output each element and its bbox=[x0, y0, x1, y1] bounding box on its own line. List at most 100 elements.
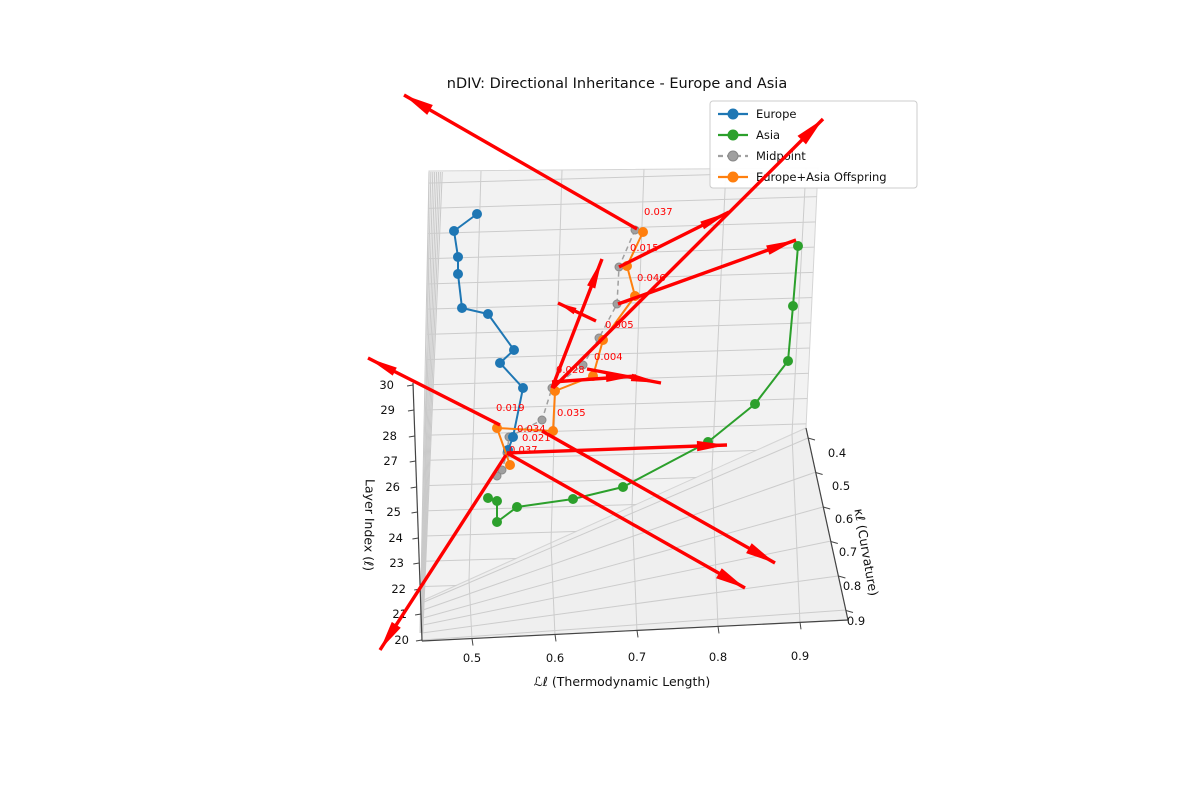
wall-gridline-z bbox=[424, 421, 818, 436]
data-point bbox=[568, 494, 578, 504]
z-tick-label: 21 bbox=[392, 607, 407, 621]
z-tick-mark bbox=[408, 435, 415, 438]
y-tick-mark bbox=[815, 472, 823, 475]
divergence-value-label: 0.028 bbox=[556, 365, 585, 376]
y-tick-label: 0.6 bbox=[835, 512, 853, 526]
divergence-value-label: 0.015 bbox=[630, 243, 659, 254]
data-point bbox=[512, 502, 522, 512]
left-pane-edge-line bbox=[421, 171, 438, 634]
y-tick-label: 0.4 bbox=[828, 446, 846, 460]
data-point bbox=[509, 345, 519, 355]
z-axis-label: Layer Index (ℓ) bbox=[361, 479, 378, 571]
data-point bbox=[518, 383, 528, 393]
left-pane-edge-line bbox=[422, 171, 443, 634]
divergence-value-label: 0.004 bbox=[594, 352, 623, 363]
left-pane-edge-line bbox=[419, 171, 430, 634]
arrow-head bbox=[797, 119, 823, 145]
wall-gridline-z bbox=[424, 346, 818, 361]
wall-gridline-z bbox=[424, 295, 818, 310]
x-tick-mark bbox=[717, 626, 720, 634]
z-tick-label: 22 bbox=[391, 582, 406, 596]
chart-title: nDIV: Directional Inheritance - Europe a… bbox=[447, 76, 787, 92]
data-point bbox=[457, 303, 467, 313]
data-point bbox=[492, 517, 502, 527]
data-point bbox=[453, 269, 463, 279]
divergence-value-label: 0.037 bbox=[644, 207, 673, 218]
z-tick-mark bbox=[411, 511, 418, 514]
data-point bbox=[793, 241, 803, 251]
z-tick-label: 28 bbox=[382, 429, 397, 443]
arrow-head bbox=[368, 358, 397, 376]
left-pane-edge-line bbox=[419, 171, 432, 634]
data-point bbox=[449, 226, 459, 236]
z-tick-mark bbox=[413, 562, 420, 565]
z-tick-label: 20 bbox=[394, 633, 409, 647]
inheritance-arrows bbox=[367, 93, 825, 651]
floor-gridline-y bbox=[422, 506, 824, 619]
z-tick-label: 24 bbox=[388, 531, 403, 545]
legend: Europe Asia Midpoint Europe+Asia Offspring bbox=[709, 100, 918, 189]
data-point bbox=[618, 482, 628, 492]
left-pane-edge-line bbox=[420, 171, 434, 634]
divergence-value-label: 0.005 bbox=[605, 320, 634, 331]
x-tick-mark bbox=[471, 638, 474, 646]
arrow-shaft bbox=[617, 238, 797, 306]
y-tick-mark bbox=[830, 541, 838, 544]
data-point bbox=[508, 432, 518, 442]
data-point bbox=[750, 399, 760, 409]
divergence-value-label: 0.046 bbox=[637, 273, 666, 284]
arrow-head bbox=[696, 440, 727, 452]
y-axis-line bbox=[805, 427, 849, 621]
divergence-value-label: 0.037 bbox=[509, 445, 538, 456]
arrow-head bbox=[700, 212, 729, 230]
y-tick-label: 0.5 bbox=[832, 479, 850, 493]
floor-gridline-x bbox=[468, 579, 473, 641]
y-tick-mark bbox=[845, 610, 854, 613]
y-tick-mark bbox=[807, 437, 816, 441]
legend-box bbox=[709, 100, 918, 189]
data-point bbox=[638, 227, 648, 237]
arrow-shaft bbox=[378, 454, 508, 651]
x-axis-line bbox=[421, 619, 849, 642]
arrow-shaft bbox=[551, 117, 825, 390]
z-tick-label: 26 bbox=[385, 480, 400, 494]
z-tick-label: 30 bbox=[379, 378, 394, 392]
left-pane-edge-line bbox=[421, 171, 439, 634]
data-series bbox=[449, 209, 803, 527]
floor-gridline-y bbox=[423, 437, 809, 603]
floor-gridline-x bbox=[631, 505, 638, 633]
wall-gridline-z bbox=[424, 270, 818, 285]
data-point bbox=[483, 309, 493, 319]
left-pane-edge-line bbox=[421, 171, 441, 634]
z-tick-mark bbox=[412, 537, 419, 540]
divergence-value-label: 0.034 bbox=[517, 424, 546, 435]
arrow-head bbox=[587, 259, 602, 289]
arrow-head bbox=[404, 95, 433, 115]
x-tick-label: 0.7 bbox=[628, 650, 646, 664]
z-tick-label: 27 bbox=[383, 454, 398, 468]
y-tick-mark bbox=[823, 506, 831, 510]
annotations: 0.037 0.015 0.046 0.005 0.004 0.028 0.035 0.019… bbox=[496, 207, 673, 456]
legend-item-label: Midpoint bbox=[756, 149, 806, 163]
arrow-head bbox=[766, 240, 796, 255]
data-point bbox=[492, 496, 502, 506]
data-point bbox=[472, 209, 482, 219]
left-pane-edge-line bbox=[420, 171, 436, 634]
axes: 30 29 28 27 26 25 24 23 22 21 20 0.5 0.6 0.7 0.8 0.9 0.4… bbox=[379, 378, 865, 665]
x-tick-mark bbox=[799, 622, 802, 630]
legend-swatch-marker bbox=[727, 150, 739, 162]
x-tick-label: 0.6 bbox=[546, 651, 564, 665]
arrow-shaft bbox=[541, 429, 776, 565]
z-tick-mark bbox=[407, 409, 415, 412]
x-tick-label: 0.9 bbox=[791, 649, 809, 663]
z-tick-label: 25 bbox=[386, 505, 401, 519]
arrow-head bbox=[746, 543, 775, 563]
data-point bbox=[453, 252, 463, 262]
x-tick-label: 0.8 bbox=[709, 650, 727, 664]
arrow-head bbox=[380, 621, 401, 650]
z-tick-label: 29 bbox=[380, 403, 395, 417]
wall-gridline-x bbox=[791, 168, 807, 435]
series-line-midpoint bbox=[496, 229, 636, 477]
